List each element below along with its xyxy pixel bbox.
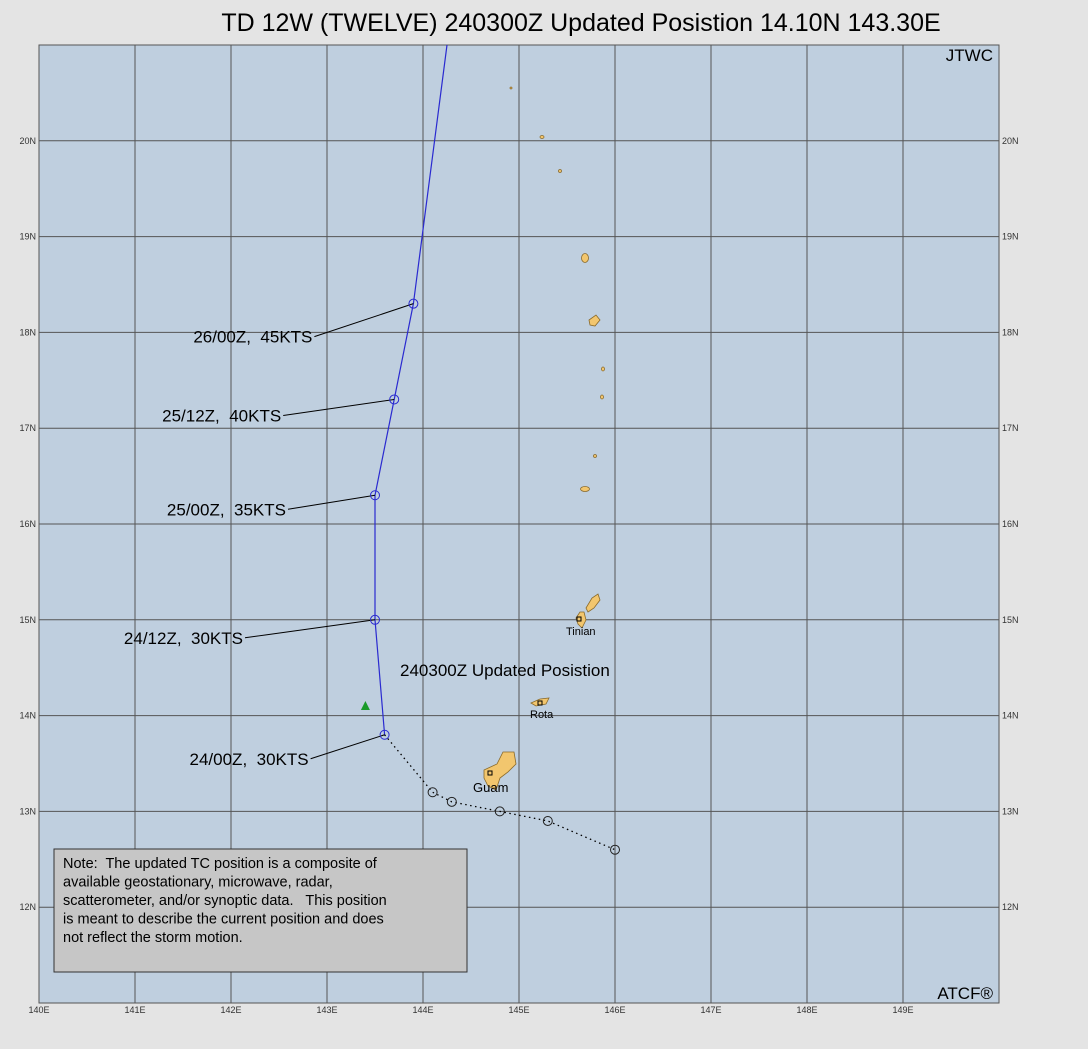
island <box>580 486 590 492</box>
past-track-line <box>384 734 616 851</box>
island-saipan <box>585 593 601 613</box>
forecast-position <box>389 394 400 405</box>
place-label: Tinian <box>566 626 596 638</box>
island <box>539 135 545 139</box>
island <box>558 169 562 173</box>
lat-tick-label: 14N <box>19 711 36 721</box>
note-line: not reflect the storm motion. <box>63 930 243 946</box>
lon-tick-label: 142E <box>220 1005 241 1015</box>
lat-tick-label: 12N <box>19 902 36 912</box>
lat-tick-label: 15N <box>1002 615 1019 625</box>
lat-tick-label: 19N <box>19 232 36 242</box>
past-position <box>446 796 457 807</box>
agency-label: JTWC <box>946 46 993 65</box>
label-leader <box>287 494 376 510</box>
lon-tick-label: 147E <box>700 1005 721 1015</box>
place-marker <box>487 770 493 776</box>
lat-tick-label: 18N <box>1002 327 1019 337</box>
lat-tick-label: 15N <box>19 615 36 625</box>
forecast-track-line <box>374 44 448 735</box>
island-guam <box>483 751 517 791</box>
lat-tick-label: 19N <box>1002 232 1019 242</box>
note-line: is meant to describe the current positio… <box>63 912 384 928</box>
lat-tick-label: 14N <box>1002 711 1019 721</box>
lat-tick-label: 20N <box>19 136 36 146</box>
forecast-label: 26/00Z, 45KTS <box>193 328 312 347</box>
past-position <box>610 844 620 855</box>
place-marker <box>576 616 582 622</box>
lat-tick-label: 18N <box>19 327 36 337</box>
lat-tick-label: 17N <box>1002 423 1019 433</box>
tracks: 24/00Z, 30KTS 24/12Z, 30KTS 25/00Z, 35KTS 2… <box>124 44 620 855</box>
label-leader <box>283 398 395 416</box>
lon-tick-label: 140E <box>28 1005 49 1015</box>
island <box>588 314 601 327</box>
forecast-position <box>370 490 380 501</box>
lat-tick-label: 17N <box>19 423 36 433</box>
lon-tick-label: 143E <box>316 1005 337 1015</box>
forecast-label: 24/12Z, 30KTS <box>124 629 243 648</box>
lon-tick-label: 145E <box>508 1005 529 1015</box>
lat-tick-label: 13N <box>19 806 36 816</box>
label-leader <box>244 619 376 639</box>
note-box <box>53 848 468 973</box>
label-leader <box>310 734 385 760</box>
lon-tick-label: 144E <box>412 1005 433 1015</box>
lon-tick-label: 141E <box>124 1005 145 1015</box>
past-position <box>542 815 553 826</box>
past-position <box>427 787 438 798</box>
lat-tick-label: 13N <box>1002 806 1019 816</box>
lat-tick-label: 16N <box>1002 519 1019 529</box>
place-label: Guam <box>473 780 508 795</box>
note-line: scatterometer, and/or synoptic data. Thi… <box>63 893 387 909</box>
island <box>509 86 513 90</box>
island <box>600 394 604 400</box>
updated-position-marker <box>360 701 370 711</box>
island <box>593 454 597 458</box>
islands <box>483 86 605 791</box>
forecast-position <box>379 729 390 740</box>
island <box>581 253 589 263</box>
forecast-position <box>370 614 380 625</box>
island-rota <box>530 697 550 707</box>
label-leader <box>314 303 414 338</box>
lon-tick-label: 146E <box>604 1005 625 1015</box>
forecast-label: 25/12Z, 40KTS <box>162 406 281 425</box>
footer-label: ATCF® <box>937 984 993 1003</box>
forecast-label: 24/00Z, 30KTS <box>190 750 309 769</box>
island <box>601 366 605 372</box>
forecast-label: 25/00Z, 35KTS <box>167 500 286 519</box>
place-label: Rota <box>530 709 554 721</box>
lat-tick-label: 12N <box>1002 902 1019 912</box>
map-title: TD 12W (TWELVE) 240300Z Updated Posistio… <box>221 9 940 37</box>
past-position <box>494 806 505 817</box>
lat-tick-label: 16N <box>19 519 36 529</box>
lat-tick-label: 20N <box>1002 136 1019 146</box>
note: Note: The updated TC position is a compo… <box>63 856 387 946</box>
lon-tick-label: 149E <box>892 1005 913 1015</box>
note-line: available geostationary, microwave, rada… <box>63 875 333 891</box>
note-line: Note: The updated TC position is a compo… <box>63 856 378 872</box>
place-marker <box>537 700 543 706</box>
updated-position-label: 240300Z Updated Posistion <box>400 661 610 680</box>
forecast-position <box>408 298 419 309</box>
grid: 140E 141E 142E 143E 144E 145E 146E 147E 148E 149E… <box>19 45 1019 1015</box>
lon-tick-label: 148E <box>796 1005 817 1015</box>
place-markers <box>487 616 582 776</box>
